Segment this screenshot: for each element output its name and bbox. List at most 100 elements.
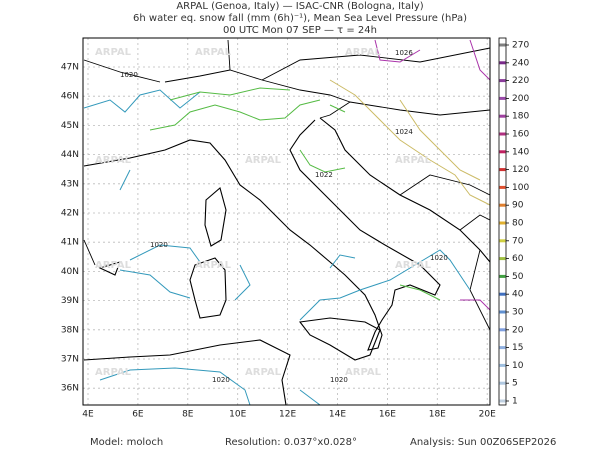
colorbar-label: 1 [512,397,518,407]
colorbar-label: 160 [512,130,529,140]
contour-label: 1020 [330,376,348,384]
lat-label: 38N [61,325,79,335]
colorbar-label: 240 [512,58,529,68]
colorbar-swatch [499,399,506,403]
lon-label: 14E [329,410,346,420]
colorbar-swatch [499,114,506,118]
colorbar-swatch [499,150,506,154]
contours [83,39,491,406]
contour-label: 1020 [120,71,138,79]
island [204,187,227,247]
colorbar-swatch [499,43,506,47]
colorbar-swatch [499,310,506,314]
lon-label: 6E [132,410,144,420]
coastline [83,119,441,351]
colorbar-swatch [499,79,506,83]
watermark: ARPAL [395,155,432,166]
watermark: ARPAL [195,260,232,271]
colorbar-label: 90 [512,201,524,211]
colorbar-swatch [499,185,506,189]
colorbar-swatch [499,168,506,172]
lon-label: 4E [82,410,94,420]
island [189,257,227,319]
isobar [149,87,441,301]
header-line: 6h water eq. snow fall (mm (6h)⁻¹), Mean… [133,13,467,24]
colorbar-label: 30 [512,308,524,318]
colorbar-swatch [499,132,506,136]
colorbar-label: 15 [512,343,523,353]
footer-resolution: Resolution: 0.037°x0.028° [225,437,357,448]
watermark: ARPAL [95,47,132,58]
contour-label: 1020 [150,241,168,249]
colorbar-swatch [499,292,506,296]
footer-analysis: Analysis: Sun 00Z06SEP2026 [410,437,556,448]
lat-label: 39N [61,296,79,306]
colorbar-swatch [499,203,506,207]
coastline [83,339,291,406]
lon-label: 16E [379,410,396,420]
lat-label: 41N [61,238,79,248]
colorbar-label: 10 [512,361,524,371]
colorbar-label: 140 [512,147,529,157]
graticule [83,38,490,405]
lat-label: 36N [61,384,79,394]
lon-label: 20E [479,410,496,420]
header-line: ARPAL (Genoa, Italy) — ISAC-CNR (Bologna… [176,1,423,12]
contour-label: 1024 [395,128,413,136]
lon-label: 18E [429,410,446,420]
lat-label: 43N [61,179,79,189]
watermark: ARPAL [95,367,132,378]
footer-model: Model: moloch [90,437,163,448]
border [83,39,491,331]
lat-label: 40N [61,267,79,277]
contour-label: 1020 [212,376,230,384]
watermark: ARPAL [345,367,382,378]
lat-label: 44N [61,150,79,160]
colorbar-frame [498,37,507,406]
colorbar-label: 270 [512,41,529,51]
colorbar-swatch [499,328,506,332]
coastline [319,117,491,263]
colorbar-swatch [499,221,506,225]
colorbar-swatch [499,274,506,278]
watermarks: ARPAL ARPAL ARPAL ARPAL ARPAL ARPAL ARPAL ARPAL… [95,47,432,378]
colorbar-label: 20 [512,325,524,335]
header-line: 00 UTC Mon 07 SEP — τ = 24h [223,25,377,36]
colorbar-label: 220 [512,76,529,86]
colorbar-label: 60 [512,254,524,264]
contour-label: 1022 [315,171,333,179]
colorbar-label: 80 [512,219,524,229]
watermark: ARPAL [95,155,132,166]
colorbar-swatch [499,96,506,100]
contour-labels: 1020 1020 1024 1026 1022 1020 1020 1020 [120,49,448,384]
watermark: ARPAL [245,367,282,378]
watermark: ARPAL [245,155,282,166]
colorbar-label: 200 [512,94,529,104]
colorbar-label: 50 [512,272,524,282]
contour-label: 1020 [430,254,448,262]
lat-label: 45N [61,121,79,131]
watermark: ARPAL [395,260,432,271]
watermark: ARPAL [345,47,382,58]
lat-label: 42N [61,209,79,219]
colorbar-label: 180 [512,112,529,122]
colorbar-swatch [499,363,506,367]
colorbar-swatch [499,257,506,261]
colorbar-label: 70 [512,236,524,246]
colorbar-label: 120 [512,165,529,175]
lon-label: 10E [229,410,246,420]
colorbar-label: 100 [512,183,529,193]
map-frame [82,37,491,406]
colorbar: 2702402202001801601401201009080706050403… [499,41,529,407]
lat-label: 46N [61,92,79,102]
watermark: ARPAL [195,47,232,58]
colorbar-swatch [499,61,506,65]
isobar [329,79,491,206]
colorbar-swatch [499,381,506,385]
island [98,261,121,276]
colorbar-label: 40 [512,290,524,300]
isobar [83,89,471,406]
colorbar-swatch [499,346,506,350]
lat-label: 47N [61,63,79,73]
